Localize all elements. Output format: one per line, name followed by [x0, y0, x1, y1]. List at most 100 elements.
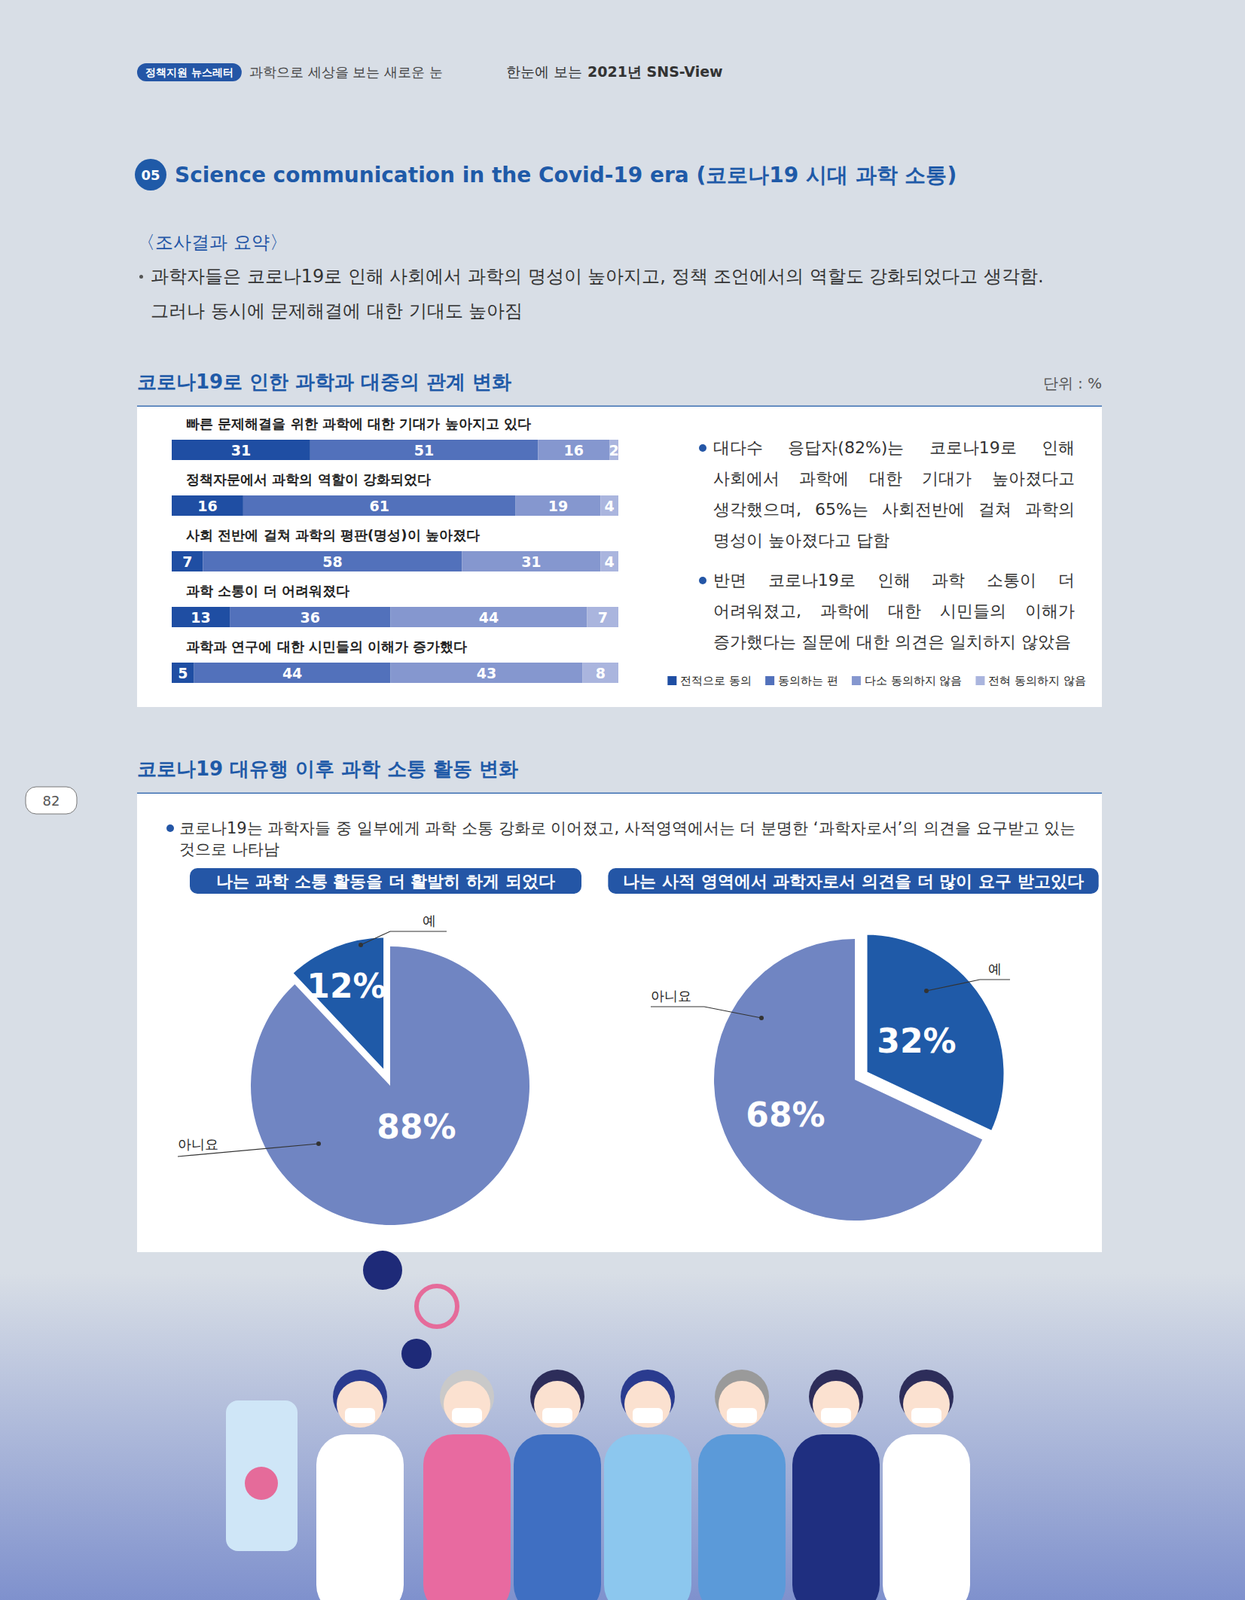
bar-data-label: 44	[282, 665, 303, 682]
panel	[137, 406, 1102, 708]
badge-text: 정책지원 뉴스레터	[145, 66, 234, 79]
bar-data-label: 36	[300, 609, 321, 626]
annotations: 대다수 응답자(82%)는 코로나19로 인해 사회에서 과학에 대한 기대가 …	[698, 432, 1075, 667]
legend: 전적으로 동의 동의하는 편 다소 동의하지 않음 전혀 동의하지 않음	[667, 674, 1087, 688]
bar-segment	[171, 495, 244, 516]
bar-data-label: 13	[190, 609, 211, 626]
pie-title-pill: 나는 사적 영역에서 과학자로서 의견을 더 많이 요구 받고있다	[607, 868, 1099, 895]
bar-data-label: 8	[595, 665, 606, 682]
bar-data-label: 16	[197, 497, 217, 515]
bar-data-label: 4	[604, 553, 615, 571]
bar-segment	[582, 662, 619, 684]
panel2-note: 코로나19는 과학자들 중 일부에게 과학 소통 강화로 이어졌고, 사적영역에…	[164, 817, 1095, 861]
person-face	[812, 1381, 860, 1429]
category-label: 사회 전반에 걸쳐 과학의 평판(명성)이 높아졌다	[186, 527, 480, 544]
legend-swatch	[765, 676, 775, 686]
bar-segment	[310, 439, 538, 461]
header-tagline: 과학으로 세상을 보는 새로운 눈	[249, 64, 443, 80]
bar-data-label: 51	[414, 442, 434, 459]
virus-ban	[416, 1286, 458, 1328]
bar-data-label: 19	[548, 497, 568, 515]
legend-item: 동의하는 편	[765, 674, 839, 688]
header-right: 한눈에 보는2021년 SNS-View	[506, 63, 724, 80]
bar-segment	[586, 607, 619, 628]
bar-data-label: 44	[479, 609, 499, 626]
person-body	[604, 1434, 692, 1600]
leader-line	[926, 979, 1011, 992]
legend-label: 전적으로 동의	[680, 674, 752, 688]
bar-segment	[390, 662, 583, 684]
legend-swatch	[851, 676, 861, 686]
annotation-bullet	[698, 444, 707, 452]
badge-bg	[137, 63, 242, 82]
bar-data-label: 16	[563, 442, 583, 459]
annotation-text: 반면 코로나19로 인해 과학 소통이 더 어려워졌고, 과학에 대한 시민들의…	[713, 570, 1075, 652]
bar-segment	[171, 607, 230, 628]
bar-segment	[171, 551, 204, 572]
person-mask	[911, 1408, 942, 1424]
bar-data-label: 2	[608, 442, 619, 459]
pie-value-label: 88%	[376, 1107, 456, 1147]
summary-heading: 〈조사결과 요약〉	[137, 231, 288, 254]
summary-text: 과학자들은 코로나19로 인해 사회에서 과학의 명성이 높아지고, 정책 조언…	[150, 265, 1044, 322]
pie-value-label: 68%	[745, 1095, 825, 1135]
section-number: 05	[140, 167, 160, 184]
pie-title: 나는 사적 영역에서 과학자로서 의견을 더 많이 요구 받고있다	[622, 872, 1084, 892]
background	[0, 0, 1245, 1600]
person-face	[624, 1381, 672, 1429]
legend-item: 전적으로 동의	[667, 674, 752, 688]
pie-category-label: 예	[988, 961, 1002, 977]
person-mask	[542, 1408, 573, 1424]
bottle-cross	[244, 1467, 278, 1501]
bar-segment	[537, 439, 610, 461]
bar-segment	[229, 607, 391, 628]
bar-data-label: 4	[604, 497, 615, 515]
person-mask	[451, 1408, 483, 1424]
leader-dot	[759, 1016, 764, 1021]
chart-title: 코로나19로 인한 과학과 대중의 관계 변화	[137, 370, 512, 394]
person-body	[698, 1434, 786, 1600]
bar-segment	[609, 439, 619, 461]
bar-data-label: 43	[476, 665, 497, 682]
category-label: 과학과 연구에 대한 시민들의 이해가 증가했다	[186, 638, 467, 655]
leader-line	[650, 1006, 762, 1019]
leader-dot	[358, 942, 364, 948]
annotation: 대다수 응답자(82%)는 코로나19로 인해 사회에서 과학에 대한 기대가 …	[698, 432, 1075, 556]
legend-label: 다소 동의하지 않음	[864, 674, 963, 688]
annotation-bullet	[698, 576, 707, 585]
person-face	[443, 1381, 491, 1429]
bar-segment	[390, 607, 588, 628]
legend-swatch	[975, 676, 985, 686]
category-label: 정책자문에서 과학의 역할이 강화되었다	[186, 471, 431, 488]
bar-segment	[600, 495, 619, 516]
bar-segment	[171, 662, 195, 684]
pie-value-label: 12%	[306, 967, 386, 1006]
section-number-bg	[134, 158, 167, 191]
pie-title-bg	[607, 868, 1099, 895]
annotation: 반면 코로나19로 인해 과학 소통이 더 어려워졌고, 과학에 대한 시민들의…	[698, 564, 1075, 658]
legend-swatch	[667, 676, 677, 686]
bar-data-label: 61	[369, 497, 390, 515]
annotation-text: 대다수 응답자(82%)는 코로나19로 인해 사회에서 과학에 대한 기대가 …	[713, 438, 1075, 550]
person-body	[316, 1434, 404, 1600]
legend-label: 동의하는 편	[778, 674, 839, 688]
header-right-prefix: 한눈에 보는	[506, 63, 583, 80]
pie-title-pill: 나는 과학 소통 활동을 더 활발히 하게 되었다	[189, 868, 582, 895]
panel2-title: 코로나19 대유행 이후 과학 소통 활동 변화	[137, 757, 519, 781]
person-body	[513, 1434, 602, 1600]
person-face	[534, 1381, 581, 1429]
leader-line	[360, 931, 447, 946]
person-mask	[820, 1408, 852, 1424]
pie-slice	[289, 935, 386, 1075]
person-mask	[726, 1408, 757, 1424]
leader-dot	[316, 1141, 321, 1147]
person-face	[718, 1381, 766, 1429]
pie-slice	[250, 946, 530, 1226]
person-face	[336, 1381, 384, 1429]
person-mask	[632, 1408, 663, 1424]
legend-item: 전혀 동의하지 않음	[975, 674, 1087, 688]
legend-label: 전혀 동의하지 않음	[988, 674, 1087, 688]
page-number: 82	[42, 793, 61, 809]
category-label: 빠른 문제해결을 위한 과학에 대한 기대가 높아지고 있다	[186, 415, 531, 432]
bars	[171, 439, 619, 684]
